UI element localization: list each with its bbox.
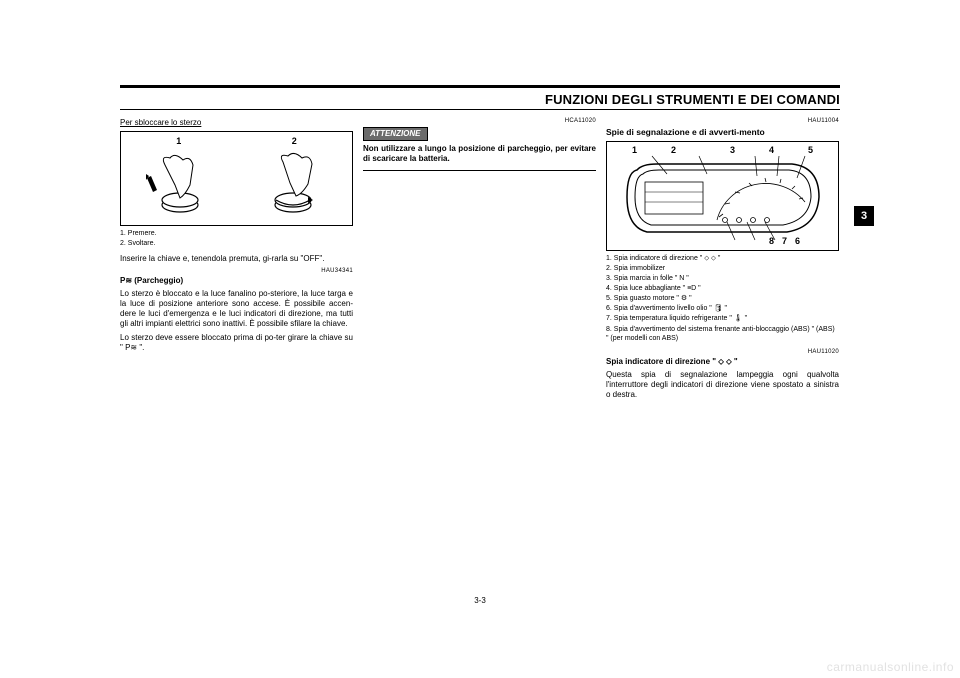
caption-abs: 8. Spia d'avvertimento del sistema frena… [606,325,839,343]
indicator-lights-title: Spie di segnalazione e di avverti-mento [606,127,839,137]
callout-8: 8 [769,236,774,248]
chapter-tab: 3 [854,206,874,226]
figure-caption-list-1: 1. Premere. 2. Svoltare. [120,229,353,248]
section-divider [363,170,596,171]
instrument-cluster-drawing [607,142,840,252]
caption-premere: 1. Premere. [120,229,353,238]
key-turn-illustration [248,150,338,220]
attention-box: ATTENZIONE [363,127,428,141]
figure-label-1: 1 [176,136,181,148]
ref-code-hau11004: HAU11004 [606,118,839,126]
parking-icon: P≋ [120,276,132,285]
caption-coolant-temp: 7. Spia temperatura liquido refrigerante… [606,314,839,323]
column-container: Per sbloccare lo sterzo 1 2 [120,118,840,403]
figure-label-row: 1 2 [121,136,352,148]
caption-oil-level: 6. Spia d'avvertimento livello olio " 🛢 … [606,304,839,313]
page-number: 3-3 [474,596,486,605]
callout-7: 7 [782,236,787,248]
caption-svoltare: 2. Svoltare. [120,239,353,248]
callout-6: 6 [795,236,800,248]
caption-immobilizer: 2. Spia immobilizer [606,264,839,273]
gauge-callouts-bottom: 8 7 6 [769,236,800,248]
key-press-illustration [135,150,225,220]
parking-label: (Parcheggio) [132,276,183,285]
ref-code-hau11020: HAU11020 [606,349,839,357]
direction-indicator-subtitle: Spia indicatore di direzione " ⬦ ⬦ " [606,357,839,367]
manual-page: FUNZIONI DEGLI STRUMENTI E DEI COMANDI P… [120,85,840,605]
caption-high-beam: 4. Spia luce abbagliante " ≡D " [606,284,839,293]
key-figure: 1 2 [120,131,353,226]
column-left: Per sbloccare lo sterzo 1 2 [120,118,353,403]
ref-code-hau34341: HAU34341 [120,268,353,276]
parking-body-2: Lo sterzo deve essere bloccato prima di … [120,333,353,353]
caption-engine-fault: 5. Spia guasto motore " ⚙ " [606,294,839,303]
header-rule-bottom [120,109,840,110]
header-rule-top [120,85,840,88]
caption-direction-indicator: 1. Spia indicatore di direzione " ⬦ ⬦ " [606,254,839,263]
instrument-cluster-figure: 1 2 3 4 5 [606,141,839,251]
page-header-title: FUNZIONI DEGLI STRUMENTI E DEI COMANDI [120,92,840,107]
insert-key-text: Inserire la chiave e, tenendola premuta,… [120,254,353,264]
column-right: HAU11004 Spie di segnalazione e di avver… [606,118,839,403]
parking-heading: P≋ (Parcheggio) [120,276,353,286]
attention-text: Non utilizzare a lungo la posizione di p… [363,144,596,164]
column-middle: HCA11020 ATTENZIONE Non utilizzare a lun… [363,118,596,403]
direction-indicator-body: Questa spia di segnalazione lampeggia og… [606,370,839,401]
parking-body-1: Lo sterzo è bloccato e la luce fanalino … [120,289,353,330]
watermark: carmanualsonline.info [827,660,954,674]
unlock-steering-heading: Per sbloccare lo sterzo [120,118,353,128]
indicator-caption-list: 1. Spia indicatore di direzione " ⬦ ⬦ " … [606,254,839,343]
ref-code-hca11020: HCA11020 [363,118,596,126]
figure-label-2: 2 [292,136,297,148]
caption-neutral: 3. Spia marcia in folle " N " [606,274,839,283]
